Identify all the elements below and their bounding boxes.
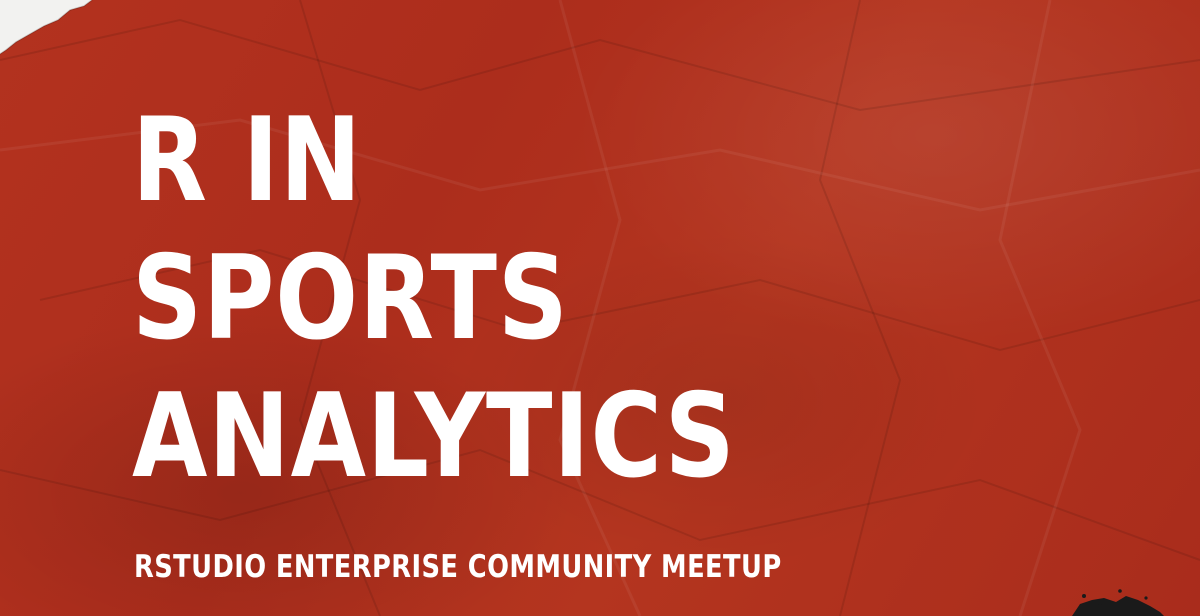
title-line-3: ANALYTICS	[132, 369, 736, 504]
poster-title: R IN SPORTS ANALYTICS	[132, 92, 851, 506]
poster-subtitle: RSTUDIO ENTERPRISE COMMUNITY MEETUP	[134, 549, 782, 585]
torn-paper-corner	[0, 0, 92, 54]
ink-splatter	[1072, 589, 1164, 616]
title-line-2: SPORTS	[132, 231, 569, 366]
title-line-1: R IN	[132, 93, 363, 228]
